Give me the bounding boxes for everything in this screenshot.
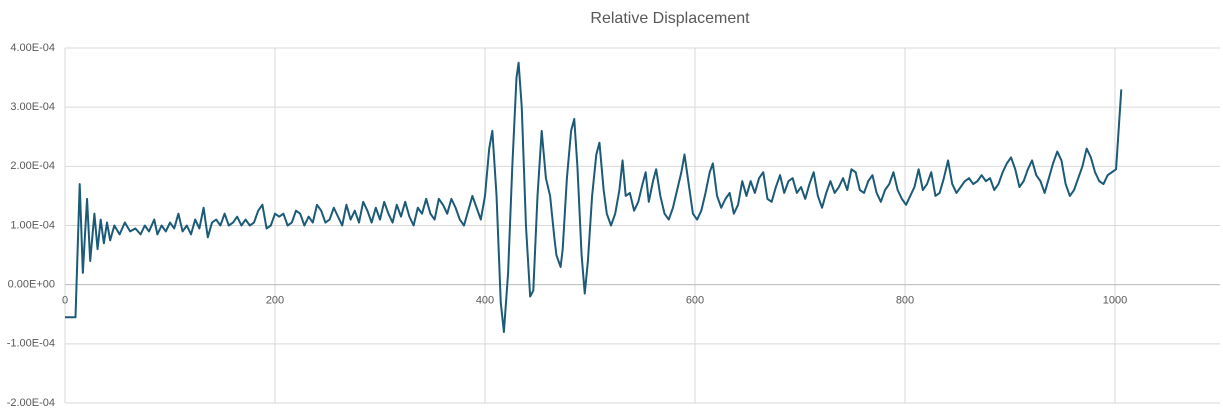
x-tick-label: 400 (476, 295, 494, 307)
x-tick-label: 1000 (1103, 295, 1127, 307)
x-tick-label: 200 (266, 295, 284, 307)
x-tick-label: 800 (896, 295, 914, 307)
y-tick-label: 1.00E-04 (10, 219, 55, 231)
data-line (65, 61, 1123, 333)
y-tick-label: 0.00E+00 (8, 279, 55, 291)
y-tick-label: 2.00E-04 (10, 160, 55, 172)
y-tick-label: 4.00E-04 (10, 42, 55, 54)
x-tick-label: 600 (686, 295, 704, 307)
y-tick-label: 3.00E-04 (10, 101, 55, 113)
y-tick-label: -1.00E-04 (7, 338, 55, 350)
chart-title: Relative Displacement (590, 10, 750, 27)
x-tick-label: 0 (62, 295, 68, 307)
y-tick-label: -2.00E-04 (7, 397, 55, 409)
